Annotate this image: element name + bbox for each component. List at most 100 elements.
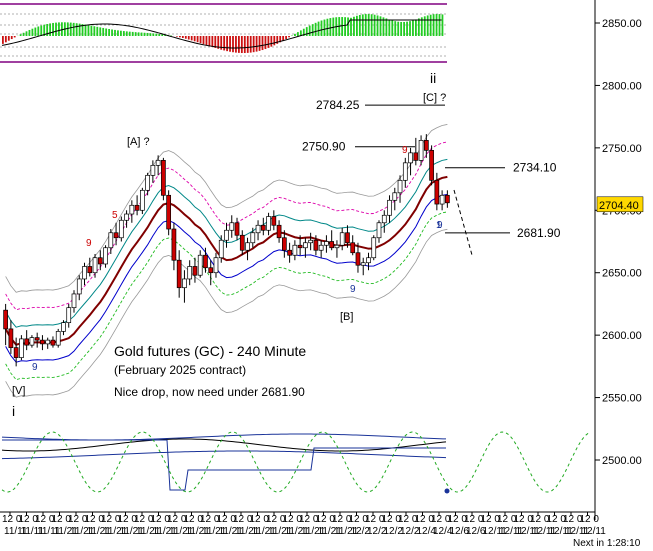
x-tick-label: 12 0: [299, 514, 319, 525]
osc-bar: [193, 36, 196, 42]
x-tick-label: 12 0: [217, 514, 237, 525]
osc-bar: [347, 17, 349, 36]
x-tick-label: 12 0: [448, 514, 468, 525]
osc-bar: [246, 36, 249, 53]
wave-label: [B]: [340, 311, 353, 323]
cycle-line: [1, 450, 447, 460]
osc-bar: [146, 32, 149, 36]
x-tick-label: 12 0: [151, 514, 171, 525]
osc-bar: [441, 14, 444, 36]
x-tick-label: 12 0: [563, 514, 583, 525]
candle-body: [203, 254, 208, 269]
osc-bar: [361, 14, 364, 36]
x-tick-label: 12 0: [283, 514, 303, 525]
level-label: 2734.10: [513, 161, 557, 175]
osc-bar: [111, 29, 113, 36]
x-tick-label: 12 0: [497, 514, 517, 525]
osc-bar: [176, 36, 178, 37]
candle-body: [224, 229, 229, 241]
osc-bar: [208, 36, 211, 47]
x-date-label: 11/21: [318, 526, 343, 537]
candle-body: [402, 162, 408, 181]
wave-label: 9: [437, 220, 443, 231]
x-tick-label: 12 0: [184, 514, 204, 525]
candle-body: [255, 224, 261, 234]
wave-label: 9: [86, 238, 92, 249]
candle-body: [334, 244, 340, 249]
y-axis: 2500.002550.002600.002650.002700.002750.…: [594, 0, 644, 520]
osc-bar: [341, 17, 344, 36]
candle-body: [24, 338, 30, 346]
osc-bar: [423, 16, 426, 36]
x-tick-label: 12 0: [134, 514, 154, 525]
osc-bar: [99, 27, 102, 36]
osc-bar: [155, 33, 158, 36]
osc-bar: [243, 36, 246, 54]
osc-bar: [317, 21, 320, 36]
osc-bar: [196, 36, 199, 43]
x-tick-label: 12 0: [464, 514, 484, 525]
osc-bar: [25, 31, 28, 36]
wave-label: ii: [430, 70, 436, 86]
osc-bar: [19, 34, 22, 36]
candle-body: [387, 199, 392, 216]
osc-bar: [314, 22, 317, 36]
osc-bar: [2, 36, 4, 44]
x-tick-label: 12 0: [167, 514, 187, 525]
osc-bar: [105, 28, 108, 36]
x-date-label: 12/2: [384, 526, 404, 537]
osc-bar: [134, 32, 137, 36]
y-tick-label: 2550.00: [602, 393, 642, 405]
candle-body: [376, 222, 382, 239]
osc-bar: [385, 18, 388, 36]
candle-body: [266, 216, 271, 231]
osc-bar: [297, 32, 299, 36]
last-price-label: 2704.40: [599, 200, 639, 212]
cycle-current-point: [444, 488, 450, 494]
band-lower-inner: [5, 193, 448, 363]
candle-body: [182, 278, 187, 289]
wave-label: 9: [32, 362, 38, 373]
osc-bar: [326, 18, 329, 36]
x-tick-label: 12 0: [481, 514, 501, 525]
osc-bar: [429, 14, 432, 36]
osc-bar: [96, 26, 99, 36]
osc-bar: [140, 32, 143, 36]
wave-label: 1: [436, 220, 442, 231]
candle-body: [82, 266, 87, 280]
wave-label: [C] ?: [423, 92, 446, 104]
candle-body: [287, 249, 292, 256]
osc-bar: [13, 36, 16, 38]
candle-body: [423, 140, 429, 151]
candle-body: [281, 237, 287, 251]
candle-body: [418, 140, 424, 161]
osc-bar: [261, 36, 264, 51]
candle-body: [213, 257, 219, 274]
osc-bar: [55, 22, 57, 36]
candle-body: [439, 194, 445, 205]
osc-bar: [320, 20, 323, 36]
candle-body: [324, 241, 329, 246]
x-date-label: 12/11: [582, 526, 607, 537]
x-tick-label: 12 0: [580, 514, 600, 525]
chart-note: Nice drop, now need under 2681.90: [114, 385, 305, 399]
x-date-label: 12/2: [400, 526, 420, 537]
osc-bar: [435, 14, 438, 37]
osc-bar: [264, 36, 267, 50]
x-date-label: 11/21: [169, 526, 194, 537]
osc-bar: [270, 36, 273, 47]
x-date-label: 11/11: [37, 526, 61, 537]
x-date-label: 11/21: [120, 526, 145, 537]
wave-label: i: [12, 403, 15, 419]
candle-body: [113, 232, 119, 239]
x-tick-label: 12 0: [52, 514, 72, 525]
osc-bar: [232, 36, 234, 53]
osc-bar: [397, 21, 400, 36]
cycle-line: [1, 438, 447, 452]
cycle-line: [2, 439, 446, 491]
osc-bar: [391, 20, 394, 36]
osc-bar: [432, 14, 435, 37]
osc-bar: [373, 14, 376, 36]
osc-bar: [288, 36, 290, 38]
osc-bar: [205, 36, 208, 46]
